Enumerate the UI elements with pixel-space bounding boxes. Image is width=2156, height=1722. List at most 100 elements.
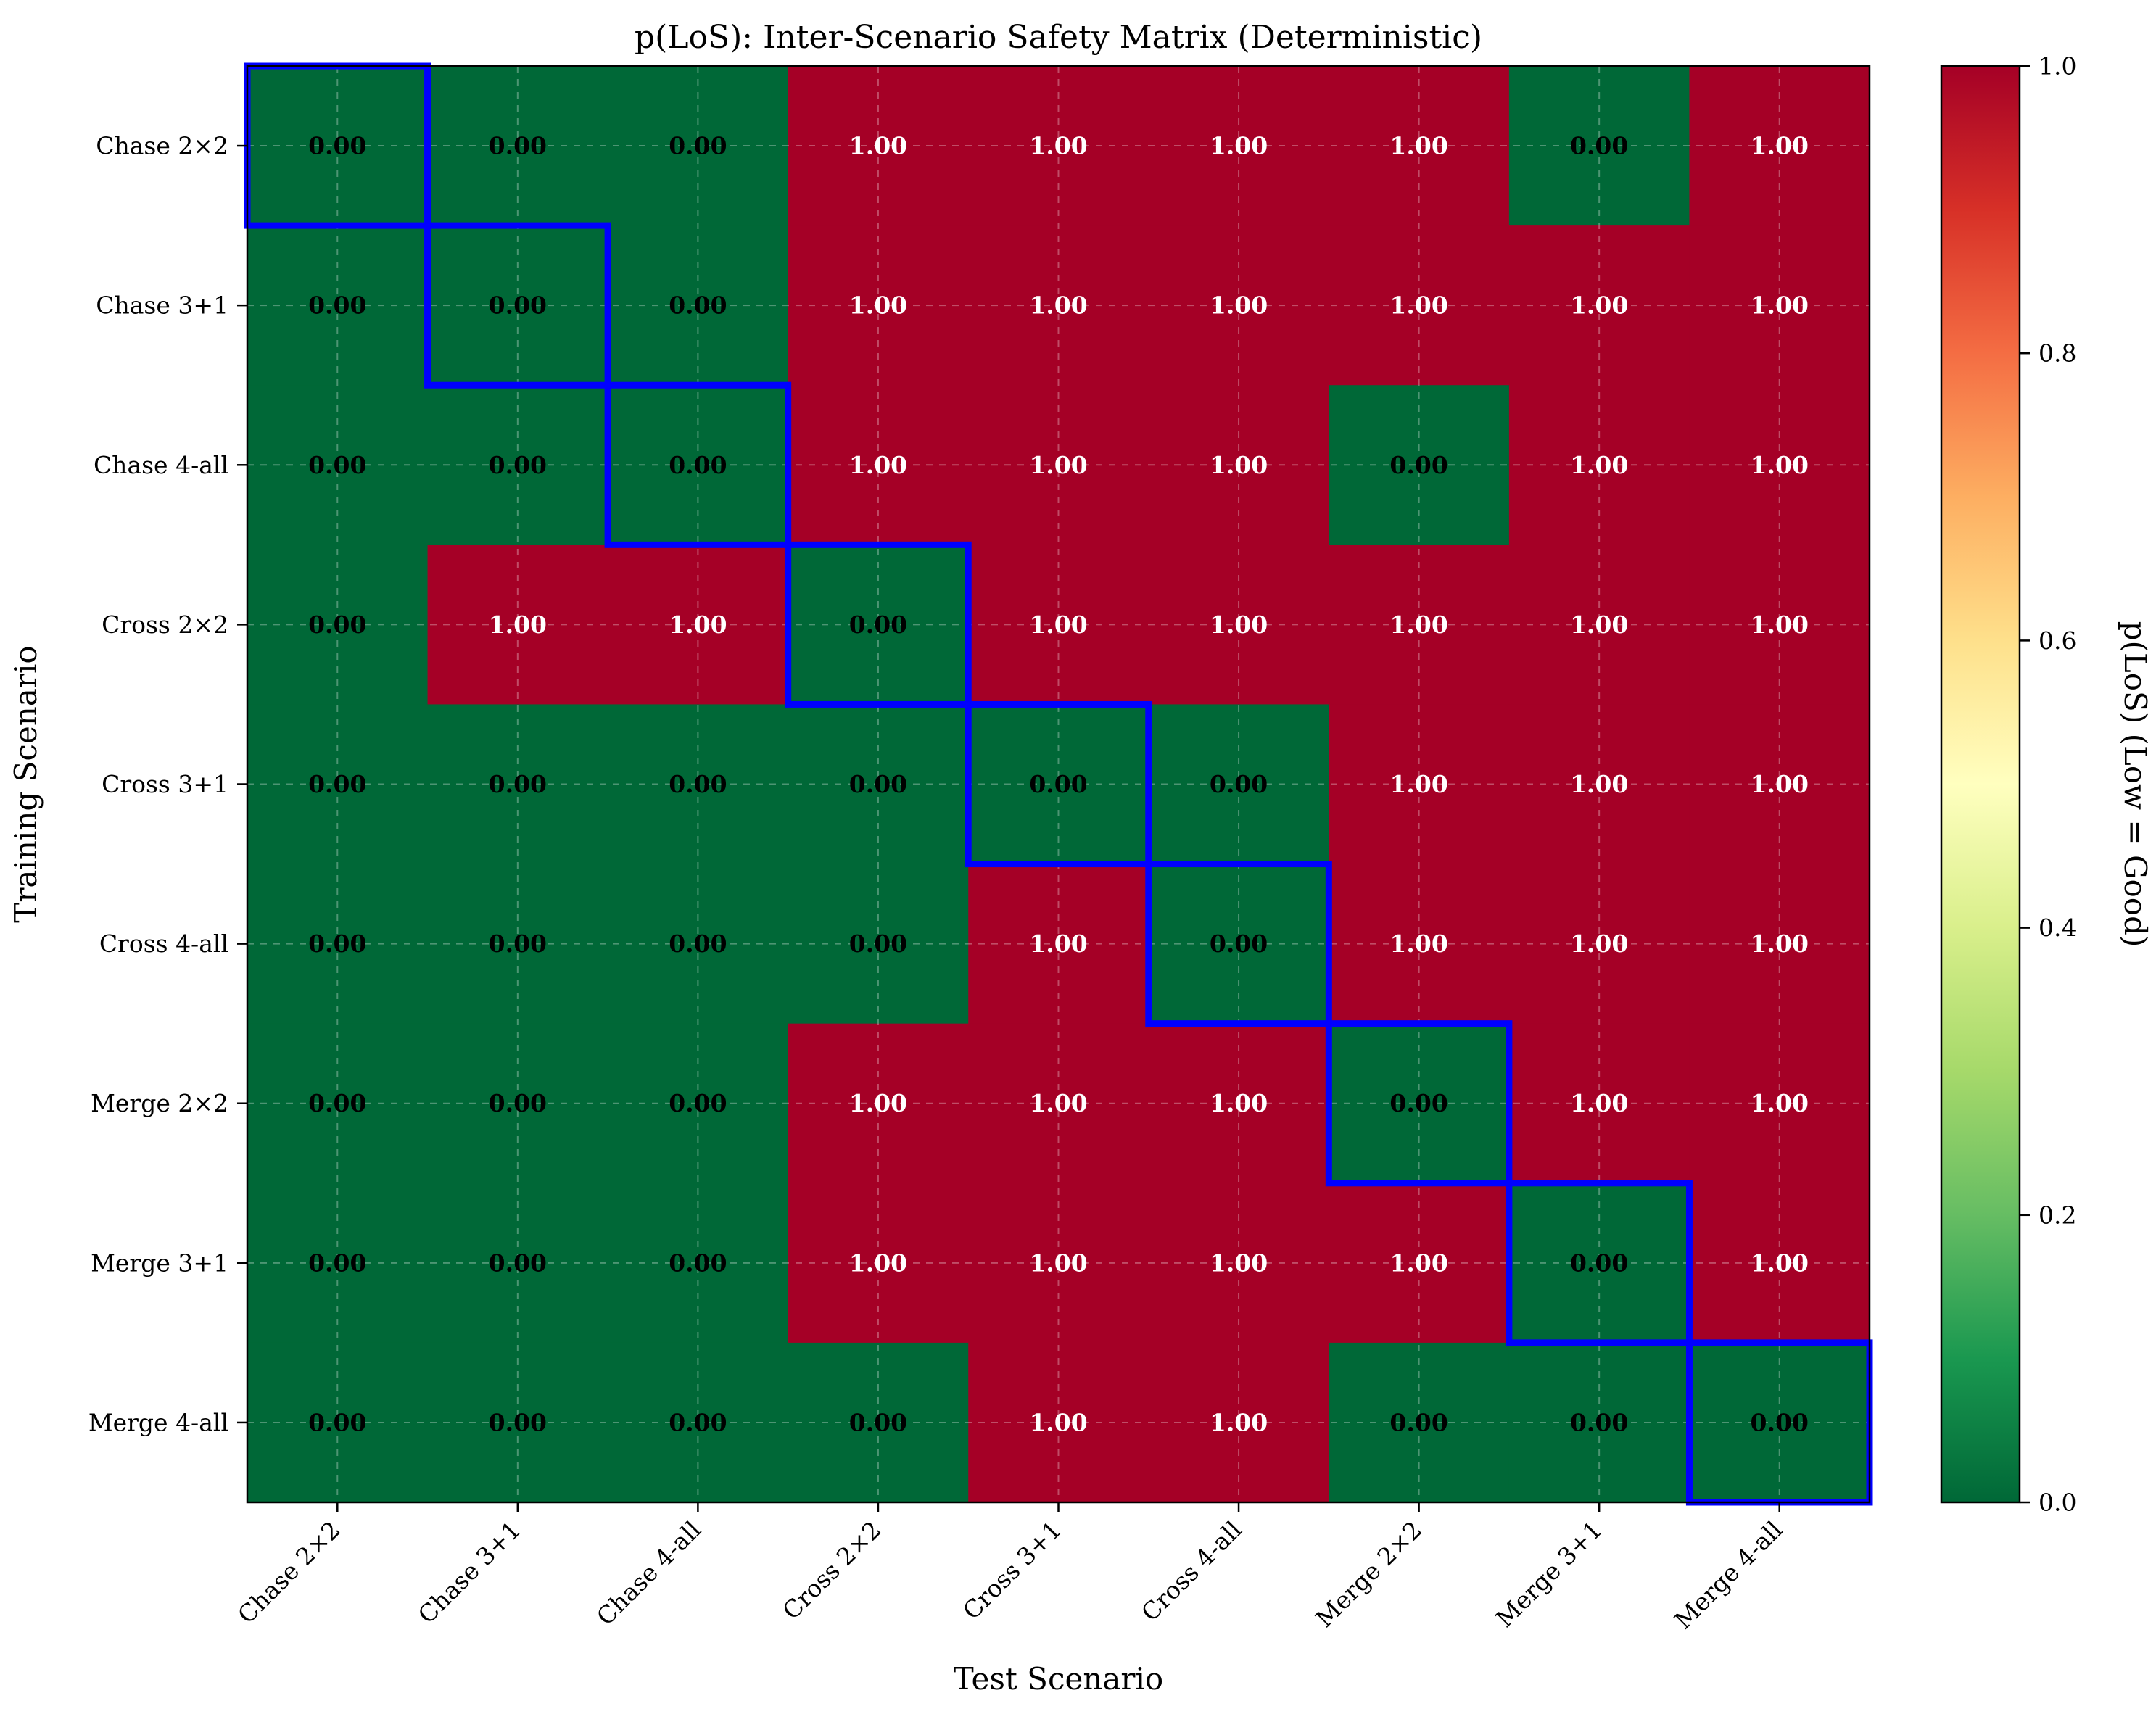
colorbar-tick-label: 0.0 <box>2039 1489 2076 1517</box>
cell-value-label: 1.00 <box>1751 291 1809 320</box>
heatmap-cell <box>247 704 429 865</box>
heatmap-cells <box>247 66 1870 1503</box>
heatmap-cell <box>788 1342 969 1503</box>
cell-value-label: 0.00 <box>308 930 366 958</box>
y-tick-label-chase-4-all: Chase 4-all <box>94 451 228 479</box>
heatmap-cell <box>968 704 1149 865</box>
cell-value-label: 1.00 <box>1751 1249 1809 1277</box>
heatmap-cell <box>788 385 969 545</box>
colorbar <box>1940 65 2021 1504</box>
heatmap-cell <box>1508 704 1690 865</box>
heatmap-cell <box>1689 225 1870 386</box>
heatmap-cell <box>247 1183 429 1344</box>
heatmap-cell <box>247 66 429 226</box>
cell-value-label: 1.00 <box>1389 610 1447 639</box>
heatmap-cell <box>788 545 969 705</box>
colorbar-tick-label: 0.2 <box>2039 1201 2076 1229</box>
cell-value-label: 1.00 <box>1029 930 1087 958</box>
cell-value-label: 0.00 <box>849 770 907 798</box>
cell-value-label: 1.00 <box>1751 770 1809 798</box>
colorbar-tick-label: 0.4 <box>2039 914 2076 942</box>
cell-value-label: 0.00 <box>1389 451 1447 479</box>
heatmap-cell <box>1689 385 1870 545</box>
cell-value-label: 0.00 <box>308 451 366 479</box>
heatmap-cell <box>247 385 429 545</box>
cell-value-label: 0.00 <box>669 132 727 160</box>
diagonal-highlight-box <box>965 700 1152 868</box>
cell-value-label: 0.00 <box>849 1408 907 1436</box>
heatmap-cell <box>247 1342 429 1503</box>
heatmap-cell <box>427 385 608 545</box>
cell-value-label: 1.00 <box>1210 1249 1268 1277</box>
cell-value-label: 0.00 <box>489 291 547 320</box>
heatmap-cell <box>788 704 969 865</box>
cell-value-label: 0.00 <box>1570 1249 1628 1277</box>
cell-value-label: 0.00 <box>308 1089 366 1117</box>
heatmap-cell <box>968 385 1149 545</box>
cell-value-label: 1.00 <box>849 1089 907 1117</box>
heatmap-cell <box>1689 1023 1870 1184</box>
grid-lines <box>247 66 1870 1502</box>
cell-value-label: 1.00 <box>1751 610 1809 639</box>
heatmap-cell <box>1689 1342 1870 1503</box>
cell-value-label: 0.00 <box>849 610 907 639</box>
cell-value-label: 1.00 <box>1389 291 1447 320</box>
heatmap-cell <box>788 1023 969 1184</box>
heatmap-cell <box>1508 1183 1690 1344</box>
heatmap-cell <box>788 225 969 386</box>
heatmap-cell <box>1508 225 1690 386</box>
heatmap-cell <box>1148 1342 1329 1503</box>
heatmap-cell <box>1689 1183 1870 1344</box>
heatmap-cell <box>608 385 789 545</box>
y-tick-label-merge-2-2: Merge 2×2 <box>91 1089 228 1117</box>
cell-value-label: 0.00 <box>489 930 547 958</box>
heatmap-cell <box>247 1023 429 1184</box>
cell-value-label: 1.00 <box>1210 1408 1268 1436</box>
cell-value-label: 1.00 <box>1751 132 1809 160</box>
heatmap-cell <box>1689 864 1870 1024</box>
heatmap-cell <box>608 1183 789 1344</box>
diagonal-highlight-box <box>1325 1020 1513 1187</box>
heatmap-cell <box>1329 1183 1510 1344</box>
heatmap-cell <box>608 1023 789 1184</box>
heatmap-cell <box>788 66 969 226</box>
heatmap-cell <box>1148 225 1329 386</box>
cell-value-label: 1.00 <box>1029 1408 1087 1436</box>
cell-value-label: 1.00 <box>1029 1249 1087 1277</box>
heatmap-cell <box>1689 66 1870 226</box>
cell-value-label: 1.00 <box>1029 291 1087 320</box>
heatmap-cell <box>247 225 429 386</box>
cell-value-label: 1.00 <box>1751 930 1809 958</box>
y-tick-label-cross-3-1: Cross 3+1 <box>102 770 228 798</box>
cell-value-label: 1.00 <box>1210 291 1268 320</box>
cell-value-label: 0.00 <box>489 1249 547 1277</box>
cell-value-label: 0.00 <box>1210 930 1268 958</box>
heatmap-cell <box>968 1342 1149 1503</box>
cell-value-label: 0.00 <box>308 1249 366 1277</box>
heatmap-cell <box>1329 1023 1510 1184</box>
colorbar-tick-label: 0.8 <box>2039 339 2076 368</box>
heatmap-cell <box>1689 704 1870 865</box>
heatmap-cell <box>1508 385 1690 545</box>
y-tick-label-cross-4-all: Cross 4-all <box>99 930 228 958</box>
cell-value-label: 0.00 <box>669 1249 727 1277</box>
heatmap-cell <box>1148 1023 1329 1184</box>
cell-value-label: 0.00 <box>1751 1408 1809 1436</box>
cell-value-label: 1.00 <box>489 610 547 639</box>
cell-value-label: 1.00 <box>1210 451 1268 479</box>
cell-value-label: 1.00 <box>849 132 907 160</box>
cell-value-label: 1.00 <box>1751 1089 1809 1117</box>
heatmap-cell <box>1148 66 1329 226</box>
cell-value-label: 0.00 <box>1389 1089 1447 1117</box>
cell-value-label: 0.00 <box>849 930 907 958</box>
cell-value-label: 0.00 <box>308 132 366 160</box>
cell-value-label: 0.00 <box>669 1089 727 1117</box>
diagonal-highlight-box <box>785 541 972 708</box>
colorbar-tick-label: 0.6 <box>2039 626 2076 655</box>
cell-value-label: 1.00 <box>1210 1089 1268 1117</box>
heatmap-cell <box>968 1023 1149 1184</box>
cell-value-label: 1.00 <box>1210 610 1268 639</box>
cell-value-label: 1.00 <box>1570 930 1628 958</box>
cell-value-labels: 0.00 0.00 0.00 1.00 1.00 1.00 1.00 0.00 1.00 0.00… <box>308 132 1809 1437</box>
